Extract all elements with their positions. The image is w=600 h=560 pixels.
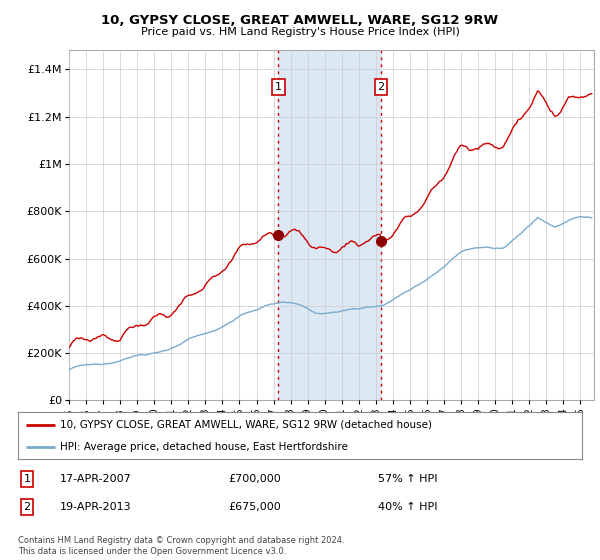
Text: £675,000: £675,000 bbox=[228, 502, 281, 512]
Text: HPI: Average price, detached house, East Hertfordshire: HPI: Average price, detached house, East… bbox=[60, 442, 348, 452]
Text: 17-APR-2007: 17-APR-2007 bbox=[60, 474, 132, 484]
Text: £700,000: £700,000 bbox=[228, 474, 281, 484]
Text: 1: 1 bbox=[23, 474, 31, 484]
Text: 2: 2 bbox=[377, 82, 385, 92]
Text: 1: 1 bbox=[275, 82, 282, 92]
Bar bbox=[278, 50, 381, 400]
Text: 40% ↑ HPI: 40% ↑ HPI bbox=[378, 502, 437, 512]
Text: Contains HM Land Registry data © Crown copyright and database right 2024.
This d: Contains HM Land Registry data © Crown c… bbox=[18, 536, 344, 556]
Text: Price paid vs. HM Land Registry's House Price Index (HPI): Price paid vs. HM Land Registry's House … bbox=[140, 27, 460, 37]
Text: 19-APR-2013: 19-APR-2013 bbox=[60, 502, 131, 512]
Text: 57% ↑ HPI: 57% ↑ HPI bbox=[378, 474, 437, 484]
Text: 10, GYPSY CLOSE, GREAT AMWELL, WARE, SG12 9RW (detached house): 10, GYPSY CLOSE, GREAT AMWELL, WARE, SG1… bbox=[60, 420, 432, 430]
Text: 10, GYPSY CLOSE, GREAT AMWELL, WARE, SG12 9RW: 10, GYPSY CLOSE, GREAT AMWELL, WARE, SG1… bbox=[101, 14, 499, 27]
Text: 2: 2 bbox=[23, 502, 31, 512]
